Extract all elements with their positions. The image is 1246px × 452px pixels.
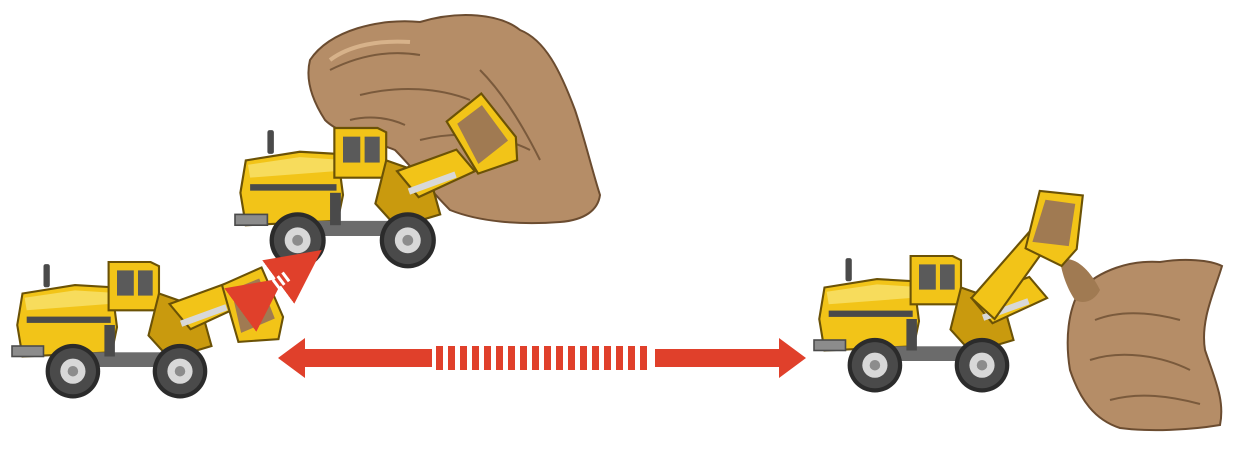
arrow-dash — [448, 346, 455, 370]
arrow-dash — [592, 346, 599, 370]
loader-reversing-icon — [12, 262, 288, 399]
arrow-dash — [532, 346, 539, 370]
long-double-arrow-icon — [278, 338, 806, 378]
arrow-dash — [520, 346, 527, 370]
arrow-dashed-segment — [436, 346, 647, 370]
arrow-dash — [484, 346, 491, 370]
arrow-dash — [556, 346, 563, 370]
arrow-dash — [544, 346, 551, 370]
short-double-arrow-icon — [224, 249, 322, 332]
arrow-dash — [496, 346, 503, 370]
arrow-dash — [640, 346, 647, 370]
arrow-dash — [436, 346, 443, 370]
dump-pile — [1060, 258, 1224, 432]
arrow-dash — [460, 346, 467, 370]
arrow-dash — [472, 346, 479, 370]
arrow-dash — [508, 346, 515, 370]
arrow-dash — [580, 346, 587, 370]
loader-dumping-icon — [814, 179, 1096, 392]
arrow-dash — [616, 346, 623, 370]
arrow-dash — [604, 346, 611, 370]
arrow-dash — [568, 346, 575, 370]
arrow-dash — [628, 346, 635, 370]
